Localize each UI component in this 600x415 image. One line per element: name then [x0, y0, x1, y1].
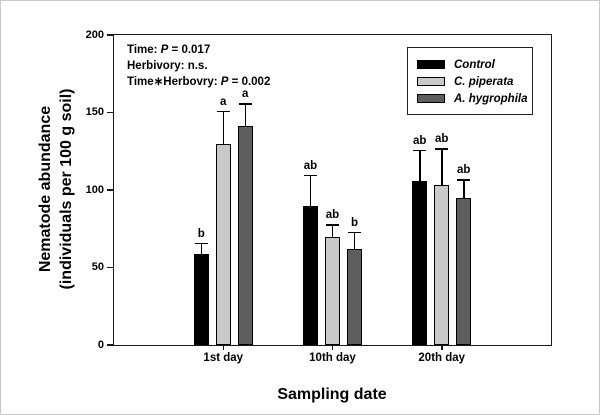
- legend-label-a-hygrophila: A. hygrophila: [454, 92, 528, 105]
- stats-text: = 0.017: [168, 44, 211, 56]
- significance-letter: ab: [303, 159, 318, 172]
- significance-letter: ab: [325, 209, 340, 222]
- y-axis-tick: [106, 111, 113, 114]
- bar-control-10th-day: [303, 205, 318, 345]
- legend-item-control: Control: [417, 56, 523, 73]
- bar-control-1st-day: [193, 253, 209, 345]
- error-bar: [331, 224, 334, 237]
- bar-a-hygrophila-1st-day: [237, 126, 253, 345]
- y-axis-tick: [106, 344, 113, 346]
- significance-letter: ab: [435, 133, 449, 146]
- x-axis-title: Sampling date: [277, 386, 387, 403]
- error-bar-cap: [238, 103, 252, 105]
- bar-c-piperata-10th-day: [325, 236, 340, 345]
- y-axis-tick-label: 0: [97, 338, 104, 351]
- y-axis-tick-label: 50: [91, 261, 104, 273]
- x-axis-tick: [331, 345, 334, 350]
- x-axis-tick-label: 20th day: [418, 352, 466, 364]
- legend-swatch-c-piperata: [417, 77, 445, 86]
- error-bar: [419, 149, 421, 181]
- stats-text: Herbivory: n.s.: [127, 60, 208, 72]
- stats-line-time: Time: P = 0.017: [127, 42, 270, 58]
- stats-p-italic: P: [220, 76, 229, 88]
- significance-letter: ab: [457, 164, 471, 177]
- stats-text: = 0.002: [228, 76, 271, 88]
- y-axis-tick-label: 200: [85, 28, 104, 41]
- error-bar-cap: [304, 174, 317, 176]
- x-axis-tick-label: 1st day: [203, 352, 244, 364]
- stats-line-herbivory: Herbivory: n.s.: [127, 58, 270, 74]
- plot-area: Time: P = 0.017 Herbivory: n.s. Time∗Her…: [86, 29, 552, 364]
- error-bar: [463, 179, 465, 198]
- y-axis-tick-label: 150: [85, 106, 104, 118]
- error-bar-cap: [216, 110, 230, 113]
- error-bar-cap: [413, 149, 427, 152]
- legend-label-c-piperata: C. piperata: [454, 75, 514, 88]
- bar-a-hygrophila-10th-day: [347, 248, 362, 345]
- x-axis-tick: [441, 345, 443, 350]
- error-bar-cap: [348, 231, 361, 234]
- legend-label-control: Control: [454, 58, 495, 71]
- legend-item-a-hygrophila: A. hygrophila: [417, 90, 527, 107]
- legend-swatch-a-hygrophila: [417, 94, 445, 103]
- y-axis-title-line1: Nematode abundance: [37, 105, 55, 273]
- legend-swatch-control: [417, 60, 445, 69]
- legend: Control C. piperata A. hygrophila: [407, 47, 533, 115]
- bar-a-hygrophila-20th-day: [456, 197, 472, 345]
- significance-letter: b: [197, 227, 205, 240]
- stats-text: Time:: [127, 44, 161, 56]
- bar-control-20th-day: [412, 180, 428, 345]
- significance-letter: ab: [413, 134, 427, 147]
- x-axis-tick-label: 10th day: [309, 352, 356, 364]
- stats-text: Time∗Herbovry:: [127, 76, 221, 88]
- error-bar: [222, 110, 224, 144]
- y-axis-tick: [106, 34, 113, 36]
- x-axis-tick: [222, 345, 224, 350]
- error-bar: [244, 103, 246, 127]
- significance-letter: a: [242, 88, 249, 101]
- legend-item-c-piperata: C. piperata: [417, 73, 523, 90]
- stats-line-interaction: Time∗Herbovry: P = 0.002: [127, 74, 270, 90]
- significance-letter: a: [220, 95, 227, 108]
- y-axis-tick-label: 100: [85, 183, 104, 196]
- y-axis-tick: [106, 189, 113, 191]
- y-axis-tick: [106, 266, 113, 269]
- error-bar-cap: [457, 179, 471, 181]
- error-bar-cap: [326, 224, 339, 226]
- significance-letter: b: [350, 216, 359, 229]
- error-bar-cap: [194, 242, 208, 245]
- bar-c-piperata-1st-day: [215, 143, 231, 345]
- error-bar-cap: [435, 148, 449, 150]
- bar-c-piperata-20th-day: [434, 185, 450, 345]
- error-bar: [353, 231, 356, 249]
- error-bar: [200, 242, 202, 254]
- stats-p-italic: P: [160, 44, 169, 56]
- error-bar: [441, 148, 443, 186]
- error-bar: [309, 174, 312, 206]
- stats-annotation: Time: P = 0.017 Herbivory: n.s. Time∗Her…: [127, 42, 270, 90]
